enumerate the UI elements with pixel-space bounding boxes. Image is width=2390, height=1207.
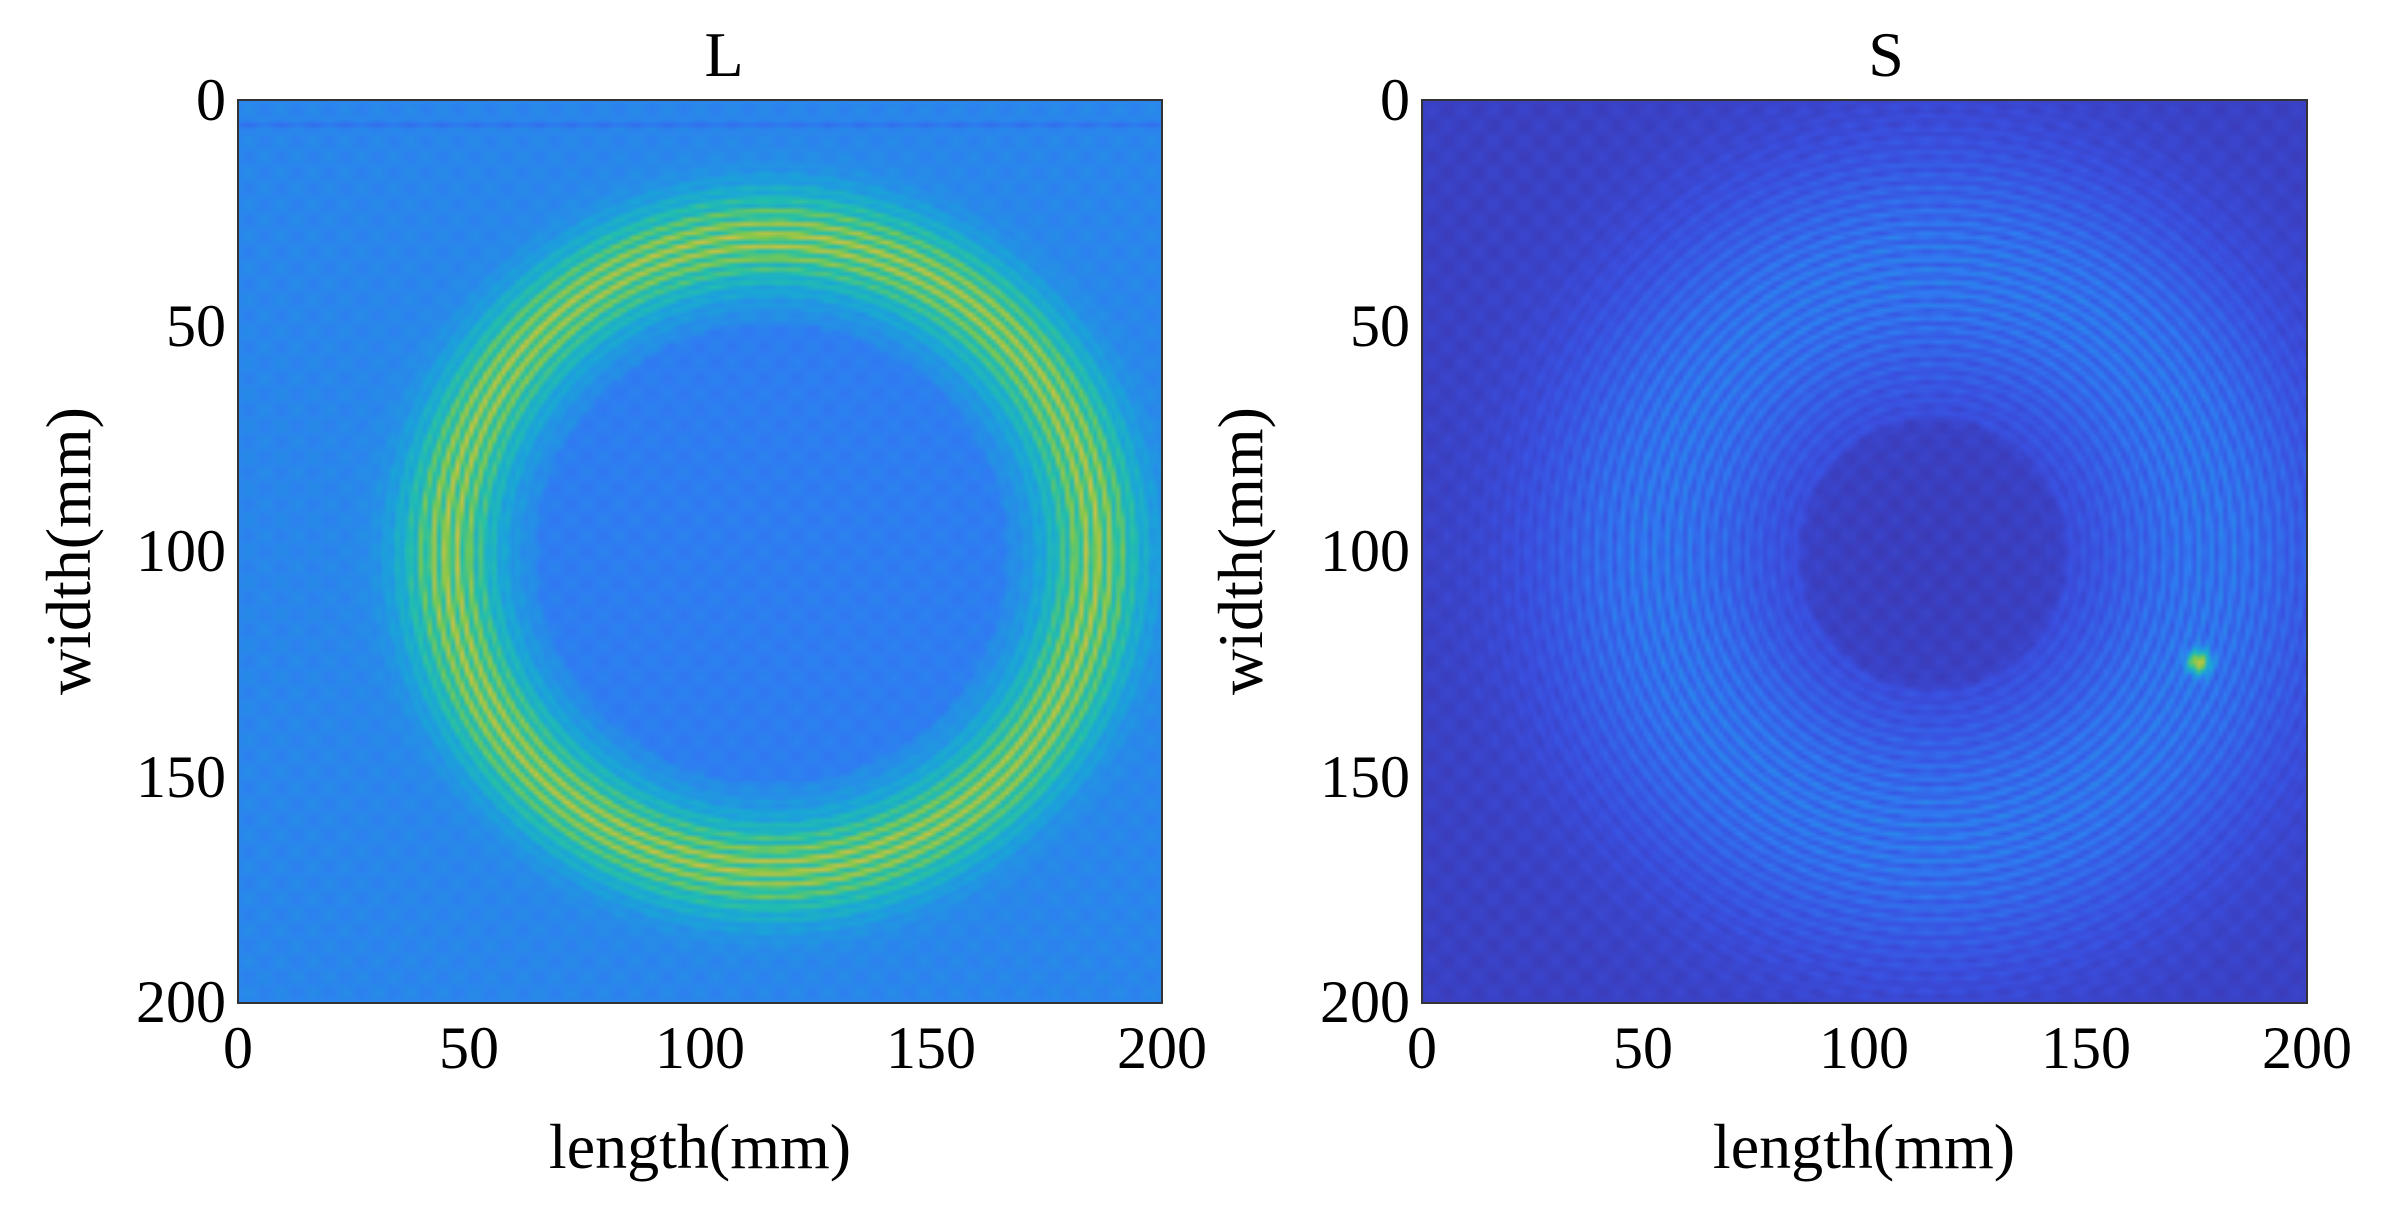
x-tick-label: 200 (1117, 1015, 1207, 1081)
x-ticks-s: 0 50 100 150 200 (1407, 1015, 2352, 1081)
y-tick-label: 50 (1350, 293, 1410, 359)
y-tick-label: 100 (1320, 518, 1410, 584)
x-axis-label-l: length(mm) (549, 1111, 851, 1182)
x-tick-label: 0 (1407, 1015, 1437, 1081)
y-tick-label: 200 (1320, 969, 1410, 1035)
y-tick-label: 50 (166, 293, 226, 359)
axes-frame-s (1421, 99, 2308, 1004)
y-axis-label-l: width(mm) (33, 407, 104, 695)
x-tick-label: 50 (1613, 1015, 1673, 1081)
y-tick-label: 150 (136, 744, 226, 810)
y-tick-label: 200 (136, 969, 226, 1035)
y-ticks-l: 0 50 100 150 200 (136, 67, 226, 1035)
y-tick-label: 0 (1380, 67, 1410, 133)
y-tick-label: 150 (1320, 744, 1410, 810)
heatmap-image-s (1422, 100, 2307, 1003)
x-tick-label: 50 (439, 1015, 499, 1081)
y-axis-label-s: width(mm) (1205, 407, 1276, 695)
x-tick-label: 150 (2041, 1015, 2131, 1081)
x-tick-label: 100 (655, 1015, 745, 1081)
axes-frame-l (237, 99, 1163, 1004)
chart-title-l: L (704, 19, 743, 90)
chart-panel-s: S 0 50 100 150 200 0 50 100 150 200 leng… (1205, 19, 2352, 1182)
x-tick-label: 0 (223, 1015, 253, 1081)
y-ticks-s: 0 50 100 150 200 (1320, 67, 1410, 1035)
y-tick-label: 0 (196, 67, 226, 133)
x-tick-label: 200 (2262, 1015, 2352, 1081)
chart-title-s: S (1868, 19, 1904, 90)
x-axis-label-s: length(mm) (1713, 1111, 2015, 1182)
y-tick-label: 100 (136, 518, 226, 584)
chart-panel-l: L 0 50 100 150 200 0 50 100 150 200 leng… (33, 19, 1207, 1182)
x-tick-label: 150 (886, 1015, 976, 1081)
x-ticks-l: 0 50 100 150 200 (223, 1015, 1207, 1081)
heatmap-image-l (238, 100, 1162, 1003)
x-tick-label: 100 (1819, 1015, 1909, 1081)
